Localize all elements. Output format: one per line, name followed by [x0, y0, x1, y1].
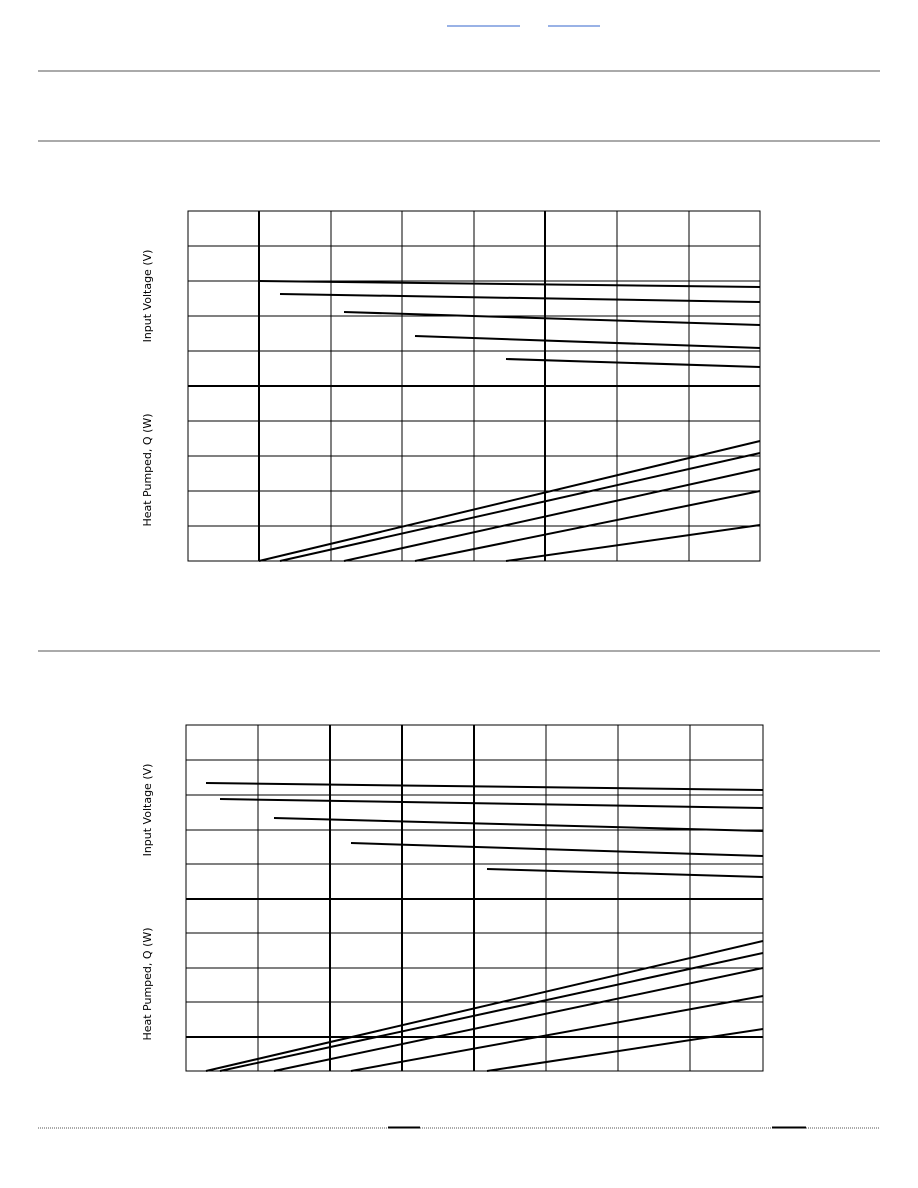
curve	[258, 280, 761, 288]
curve	[414, 335, 761, 349]
chart-1: Input Voltage (V) Heat Pumped, Q (W)	[141, 210, 761, 562]
curve	[343, 311, 761, 326]
chart-2: Input Voltage (V) Heat Pumped, Q (W)	[141, 724, 764, 1072]
curve	[486, 868, 764, 878]
curve	[279, 293, 761, 303]
curve	[205, 782, 764, 791]
curve	[205, 940, 764, 1072]
curve	[219, 798, 764, 809]
curve	[273, 817, 764, 832]
axis-label: Input Voltage (V)	[141, 764, 154, 857]
axis-label: Input Voltage (V)	[141, 250, 154, 343]
curve	[258, 440, 761, 562]
grid	[188, 211, 760, 561]
curve	[414, 490, 761, 562]
curve	[343, 468, 761, 562]
curves	[258, 280, 761, 562]
curve	[273, 967, 764, 1072]
curve	[505, 524, 761, 562]
axis-label: Heat Pumped, Q (W)	[141, 413, 154, 526]
curve	[350, 995, 764, 1072]
curve	[279, 452, 761, 562]
curve	[219, 952, 764, 1072]
grid	[186, 725, 763, 1071]
axis-label: Heat Pumped, Q (W)	[141, 927, 154, 1040]
curve	[486, 1028, 764, 1072]
curve	[350, 842, 764, 857]
curves	[205, 782, 764, 1072]
curve	[505, 358, 761, 368]
